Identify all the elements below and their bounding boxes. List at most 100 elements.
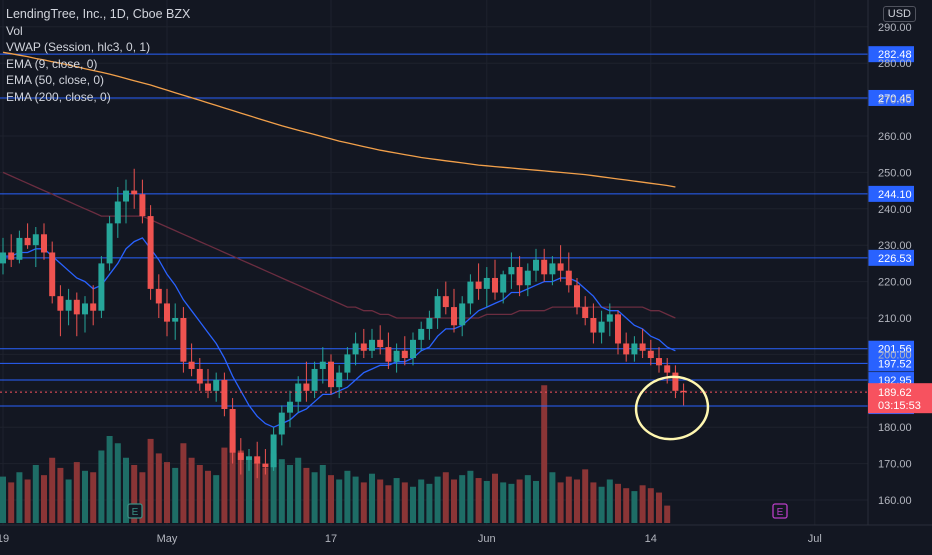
candle-body — [467, 281, 474, 304]
volume-bar — [139, 472, 146, 523]
candle-body — [582, 307, 589, 318]
level-label-bg — [868, 46, 914, 63]
candle-body — [32, 234, 39, 246]
level-label: 282.48 — [878, 49, 912, 61]
candle-body — [65, 299, 72, 311]
candle-body — [90, 303, 97, 311]
legend-vwap[interactable]: VWAP (Session, hlc3, 0, 1) — [6, 40, 151, 54]
legend-ema50[interactable]: EMA (50, close, 0) — [6, 73, 105, 87]
candle-body — [229, 409, 236, 453]
volume-bar — [565, 476, 572, 523]
candle-body — [483, 277, 490, 289]
volume-bar — [516, 479, 523, 523]
svg-text:E: E — [132, 507, 139, 518]
earnings-upcoming-icon[interactable]: E — [772, 503, 788, 519]
earnings-icon[interactable]: E — [127, 503, 143, 519]
candle-body — [418, 328, 425, 340]
candle-body — [352, 343, 359, 355]
candle-body — [369, 339, 375, 351]
price-tick-label: 250.00 — [878, 167, 912, 179]
volume-bar — [98, 450, 105, 523]
price-countdown: 03:15:53 — [878, 400, 921, 412]
legend-ema200[interactable]: EMA (200, close, 0) — [6, 89, 111, 104]
candle-body — [500, 274, 507, 293]
candle-body — [139, 194, 146, 217]
candle-body — [16, 237, 23, 260]
volume-bar — [164, 462, 170, 523]
volume-bar — [213, 475, 220, 523]
candle-body — [426, 318, 433, 329]
candle-body — [106, 223, 113, 264]
candle-body — [278, 412, 285, 435]
price-tick-label: 170.00 — [878, 459, 912, 471]
candle-body — [41, 234, 47, 253]
candle-body — [664, 365, 671, 373]
volume-bar — [467, 470, 474, 523]
candle-body — [213, 379, 220, 391]
legend-ema9[interactable]: EMA (9, close, 0) — [6, 56, 98, 71]
volume-bar — [123, 457, 129, 523]
candle-body — [680, 390, 687, 393]
candle-body — [196, 368, 203, 384]
volume-bar — [295, 457, 302, 523]
price-axis[interactable]: 160.00170.00180.00190.00200.00210.00220.… — [0, 0, 932, 525]
candle-body — [557, 263, 564, 271]
candle-body — [319, 361, 326, 369]
volume-bar — [8, 482, 15, 523]
legend-vol[interactable]: Vol — [6, 23, 23, 38]
candle-body — [410, 339, 416, 359]
volume-bar — [606, 479, 613, 523]
level-label-bg — [868, 185, 914, 202]
candle-body — [393, 350, 400, 362]
volume-bar — [16, 472, 23, 523]
candle-body — [24, 237, 31, 246]
volume-bar — [377, 479, 384, 523]
volume-bar — [656, 492, 662, 523]
volume-bar — [336, 479, 343, 523]
volume-bar — [475, 478, 482, 523]
candle-body — [237, 452, 244, 460]
candle-body — [246, 456, 252, 460]
volume-bar — [500, 482, 507, 523]
volume-bar — [106, 436, 113, 523]
volume-bar — [41, 475, 47, 523]
volume-bar — [549, 472, 556, 523]
volume-bar — [82, 470, 88, 523]
volume-bar — [418, 479, 425, 523]
candle-body — [344, 354, 351, 373]
candle-body — [221, 379, 228, 409]
volume-bar — [303, 467, 310, 523]
volume-bar — [287, 465, 293, 523]
time-tick-label: Jun — [478, 533, 496, 545]
level-label-bg — [868, 89, 914, 106]
price-tick-label: 200.00 — [878, 349, 912, 361]
candle-body — [541, 259, 548, 275]
level-label: 270.45 — [878, 93, 912, 105]
volume-bar — [65, 479, 72, 523]
candle-body — [656, 358, 662, 366]
price-tick-label: 210.00 — [878, 313, 912, 325]
volume-bar — [57, 467, 64, 523]
candle-body — [155, 288, 162, 304]
candle-body — [565, 270, 572, 286]
level-label: 244.10 — [878, 189, 912, 201]
candle-body — [303, 383, 310, 391]
svg-text:E: E — [777, 507, 784, 518]
volume-bar — [541, 385, 548, 523]
level-label: 226.53 — [878, 253, 912, 265]
volume-bar — [90, 472, 97, 523]
time-axis[interactable]: 19May17Jun14Jul19Aug — [0, 524, 932, 545]
ema200-line — [2, 51, 676, 188]
price-tick-label: 160.00 — [878, 495, 912, 507]
volume-bar — [155, 453, 162, 523]
currency-badge[interactable]: USD — [882, 6, 916, 22]
volume-bar — [172, 467, 179, 523]
volume-bar — [254, 462, 261, 523]
candle-body — [73, 299, 80, 315]
candle-body — [188, 361, 195, 369]
volume-bar — [426, 483, 433, 523]
candle-body — [164, 303, 170, 322]
volume-bar — [319, 465, 326, 523]
